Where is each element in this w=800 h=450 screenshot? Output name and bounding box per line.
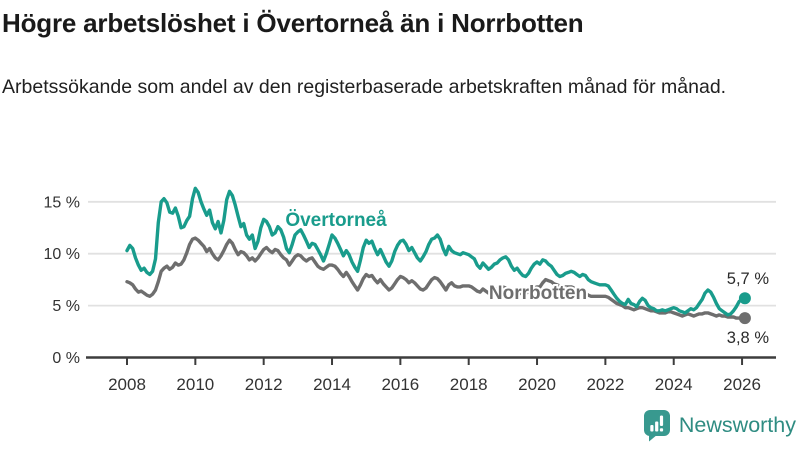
newsworthy-logo: Newsworthy bbox=[642, 408, 796, 442]
x-axis-tick-label: 2026 bbox=[723, 375, 761, 394]
series-end-value-overtornea: 5,7 % bbox=[727, 270, 770, 288]
newsworthy-logo-text: Newsworthy bbox=[678, 412, 796, 437]
x-axis-tick-label: 2012 bbox=[245, 375, 283, 394]
x-axis-tick-label: 2016 bbox=[381, 375, 419, 394]
y-axis-tick-label: 0 % bbox=[52, 350, 80, 367]
x-axis-tick-label: 2010 bbox=[176, 375, 214, 394]
series-label-overtornea: Övertorneå bbox=[285, 210, 387, 231]
series-line-norrbotten bbox=[125, 236, 747, 320]
x-axis-tick-label: 2022 bbox=[586, 375, 624, 394]
x-axis-tick-label: 2018 bbox=[450, 375, 488, 394]
series-end-dot-norrbotten bbox=[738, 312, 751, 325]
unemployment-line-chart: 0 % 5 % 10 % 15 % 2008 2010 2012 2014 2016 2018 20… bbox=[0, 160, 800, 410]
series-end-dot-overtornea bbox=[738, 292, 751, 305]
x-axis-tick-label: 2008 bbox=[108, 375, 146, 394]
line-chart-canvas: 0 % 5 % 10 % 15 % 2008 2010 2012 2014 2016 2018 20… bbox=[44, 186, 776, 394]
x-axis-tick-label: 2024 bbox=[655, 375, 693, 394]
chart-subtitle: Arbetssökande som andel av den registerb… bbox=[2, 76, 727, 98]
series-end-value-norrbotten: 3,8 % bbox=[727, 329, 770, 347]
y-axis-tick-label: 10 % bbox=[44, 246, 80, 263]
series-line-overtornea bbox=[125, 186, 747, 317]
chart-title: Högre arbetslöshet i Övertorneå än i Nor… bbox=[2, 8, 584, 38]
series-label-norrbotten: Norrbotten bbox=[489, 283, 587, 304]
x-axis-tick-label: 2014 bbox=[313, 375, 351, 394]
x-axis-tick-label: 2020 bbox=[518, 375, 556, 394]
newsworthy-logo-icon bbox=[643, 410, 670, 442]
y-axis-tick-label: 5 % bbox=[52, 298, 80, 315]
y-axis-tick-label: 15 % bbox=[44, 194, 80, 211]
